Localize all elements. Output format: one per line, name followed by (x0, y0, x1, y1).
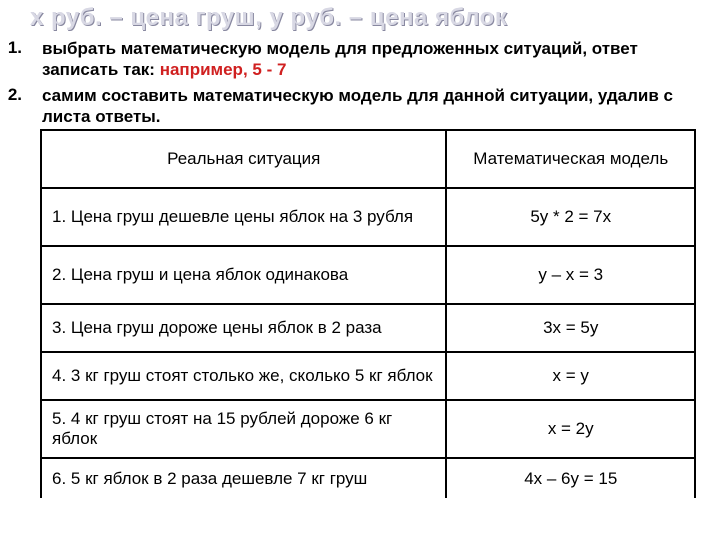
table-header-row: Реальная ситуация Математическая модель (41, 130, 695, 188)
list-text-main: выбрать математическую модель для предло… (42, 39, 638, 79)
list-text: самим составить математическую модель дл… (28, 85, 720, 128)
list-text-main: самим составить математическую модель дл… (42, 86, 673, 126)
table-container: Реальная ситуация Математическая модель … (0, 129, 720, 498)
header-model: Математическая модель (446, 130, 695, 188)
cell-model: 3х = 5у (446, 304, 695, 352)
cell-situation: 4. 3 кг груш стоят столько же, сколько 5… (41, 352, 446, 400)
cell-situation: 1. Цена груш дешевле цены яблок на 3 руб… (41, 188, 446, 246)
cell-model: у – х = 3 (446, 246, 695, 304)
list-number: 2. (0, 85, 28, 105)
table-row: 6. 5 кг яблок в 2 раза дешевле 7 кг груш… (41, 458, 695, 498)
list-example: например, 5 - 7 (160, 60, 287, 79)
cell-model: 4х – 6у = 15 (446, 458, 695, 498)
cell-situation: 2. Цена груш и цена яблок одинакова (41, 246, 446, 304)
page-title: х руб. – цена груш, у руб. – цена яблок (0, 0, 720, 38)
numbered-list: 1. выбрать математическую модель для пре… (0, 38, 720, 127)
list-item: 1. выбрать математическую модель для пре… (0, 38, 720, 81)
cell-situation: 3. Цена груш дороже цены яблок в 2 раза (41, 304, 446, 352)
list-number: 1. (0, 38, 28, 58)
cell-situation: 5. 4 кг груш стоят на 15 рублей дороже 6… (41, 400, 446, 458)
cell-model: х = 2у (446, 400, 695, 458)
model-table: Реальная ситуация Математическая модель … (40, 129, 696, 498)
table-row: 1. Цена груш дешевле цены яблок на 3 руб… (41, 188, 695, 246)
header-situation: Реальная ситуация (41, 130, 446, 188)
table-row: 3. Цена груш дороже цены яблок в 2 раза … (41, 304, 695, 352)
table-row: 5. 4 кг груш стоят на 15 рублей дороже 6… (41, 400, 695, 458)
list-item: 2. самим составить математическую модель… (0, 85, 720, 128)
table-row: 4. 3 кг груш стоят столько же, сколько 5… (41, 352, 695, 400)
cell-model: х = у (446, 352, 695, 400)
cell-situation: 6. 5 кг яблок в 2 раза дешевле 7 кг груш (41, 458, 446, 498)
list-text: выбрать математическую модель для предло… (28, 38, 720, 81)
cell-model: 5у * 2 = 7х (446, 188, 695, 246)
table-row: 2. Цена груш и цена яблок одинакова у – … (41, 246, 695, 304)
